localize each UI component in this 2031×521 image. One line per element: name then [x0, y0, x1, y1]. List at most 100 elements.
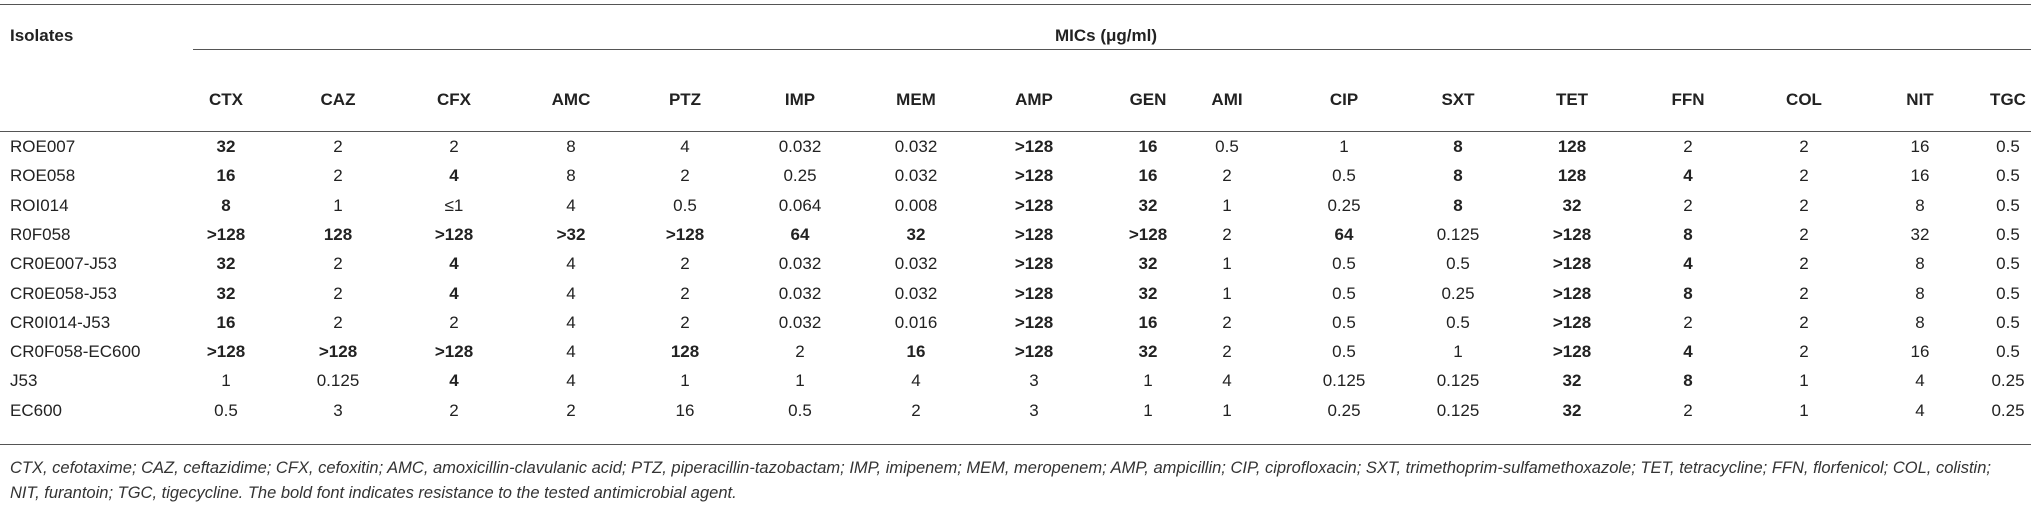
mic-value-cell: 0.5: [1332, 283, 1356, 303]
mic-value-cell: 8: [566, 137, 576, 156]
mic-value-cell: 16: [216, 166, 236, 186]
isolate-name: CR0E058-J53: [10, 283, 117, 303]
mic-value-cell: 32: [1562, 195, 1582, 215]
isolates-header: Isolates: [10, 26, 74, 45]
mic-value-cell: 0.032: [894, 166, 938, 186]
mic-value-cell: 0.5: [788, 400, 812, 420]
mic-value-cell: 0.25: [1991, 371, 2025, 391]
mic-value-cell: 4: [1915, 371, 1925, 391]
mic-value-cell: 2: [1222, 342, 1232, 362]
mic-value-cell: 2: [1222, 166, 1232, 186]
mic-value-cell: 1: [1222, 254, 1232, 274]
mic-value-cell: 0.5: [1332, 312, 1356, 332]
mic-value-cell: >128: [1014, 283, 1054, 303]
mic-value-cell: 4: [566, 195, 576, 215]
mic-value-cell: >128: [1552, 254, 1592, 274]
mics-underline: [193, 49, 2031, 50]
mic-value-cell: 64: [790, 224, 810, 244]
mic-value-cell: 4: [449, 166, 459, 186]
mic-value-cell: 1: [1339, 137, 1349, 156]
mic-value-cell: 2: [680, 166, 690, 186]
mic-value-cell: 2: [333, 166, 343, 186]
mic-value-cell: 0.25: [1991, 400, 2025, 420]
mic-value-cell: 2: [911, 400, 921, 420]
mic-value-cell: 0.5: [1996, 254, 2020, 274]
column-header: TGC: [1990, 90, 2026, 109]
mic-value-cell: 1: [1799, 400, 1809, 420]
mic-value-cell: 32: [216, 254, 236, 274]
mic-value-cell: 2: [333, 137, 343, 156]
mic-value-cell: 0.5: [1996, 137, 2020, 156]
isolate-name: ROE058: [10, 166, 76, 186]
top-rule: [0, 4, 2031, 5]
isolate-name: J53: [10, 371, 38, 391]
mic-value-cell: 8: [1453, 137, 1463, 156]
mic-value-cell: 2: [333, 312, 343, 332]
mic-value-cell: ≤1: [444, 195, 464, 215]
isolate-name: ROI014: [10, 195, 69, 215]
mic-value-cell: 2: [1799, 137, 1809, 156]
mic-value-cell: 32: [1562, 400, 1582, 420]
mic-value-cell: 16: [906, 342, 926, 362]
mic-value-cell: 2: [1799, 224, 1809, 244]
mic-value-cell: 1: [221, 371, 231, 391]
mic-value-cell: 16: [1910, 137, 1930, 156]
column-header: GEN: [1129, 90, 1167, 109]
mic-value-cell: 128: [323, 224, 353, 244]
mic-value-cell: 0.5: [673, 195, 697, 215]
mic-value-cell: 0.008: [894, 195, 938, 215]
mic-value-cell: 2: [1683, 400, 1693, 420]
mic-value-cell: 4: [1683, 254, 1693, 274]
mic-value-cell: 4: [449, 283, 459, 303]
mic-value-cell: 1: [795, 371, 805, 391]
bottom-rule: [0, 444, 2031, 445]
mic-value-cell: 4: [566, 371, 576, 391]
column-header: AMC: [551, 90, 591, 109]
mic-value-cell: >128: [1014, 166, 1054, 186]
mic-value-cell: 0.5: [1332, 254, 1356, 274]
mic-value-cell: 32: [1562, 371, 1582, 391]
mic-value-cell: 3: [333, 400, 343, 420]
mic-value-cell: 0.5: [1446, 254, 1470, 274]
mic-value-cell: 1: [1222, 283, 1232, 303]
mic-value-cell: 8: [1915, 195, 1925, 215]
mic-value-cell: 2: [1799, 166, 1809, 186]
mic-value-cell: 0.125: [1436, 371, 1480, 391]
mic-value-cell: 0.016: [894, 312, 938, 332]
mic-value-cell: 0.125: [1436, 224, 1480, 244]
mic-value-cell: 32: [1138, 254, 1158, 274]
mic-value-cell: 4: [566, 254, 576, 274]
mic-value-cell: 0.032: [778, 254, 822, 274]
mic-value-cell: 8: [1453, 166, 1463, 186]
mic-value-cell: 4: [566, 312, 576, 332]
mic-value-cell: 1: [333, 195, 343, 215]
mic-value-cell: 0.064: [778, 195, 822, 215]
mic-value-cell: 4: [449, 371, 459, 391]
mic-value-cell: 16: [1138, 312, 1158, 332]
mic-value-cell: >128: [1014, 254, 1054, 274]
mic-value-cell: 128: [1557, 166, 1587, 186]
isolate-name: CR0E007-J53: [10, 254, 117, 274]
mic-value-cell: 32: [1138, 283, 1158, 303]
mic-value-cell: 0.25: [1327, 400, 1361, 420]
mic-value-cell: 2: [566, 400, 576, 420]
mic-value-cell: 0.125: [316, 371, 360, 391]
mic-value-cell: 0.25: [1327, 195, 1361, 215]
column-header: SXT: [1441, 90, 1475, 109]
mic-value-cell: 0.032: [894, 137, 938, 156]
table-footnote: CTX, cefotaxime; CAZ, ceftazidime; CFX, …: [10, 459, 1991, 502]
mic-value-cell: >128: [1552, 312, 1592, 332]
mic-value-cell: 16: [1910, 342, 1930, 362]
mic-value-cell: 4: [911, 371, 921, 391]
mic-value-cell: 1: [1143, 400, 1153, 420]
mic-value-cell: 2: [1683, 312, 1693, 332]
mic-value-cell: 2: [1222, 312, 1232, 332]
mic-value-cell: 2: [333, 254, 343, 274]
mic-value-cell: 32: [1138, 195, 1158, 215]
isolate-name: EC600: [10, 400, 62, 420]
mic-value-cell: 4: [1915, 400, 1925, 420]
column-header: CFX: [437, 90, 471, 109]
mic-value-cell: 8: [1915, 254, 1925, 274]
mic-value-cell: 0.5: [1215, 137, 1239, 156]
